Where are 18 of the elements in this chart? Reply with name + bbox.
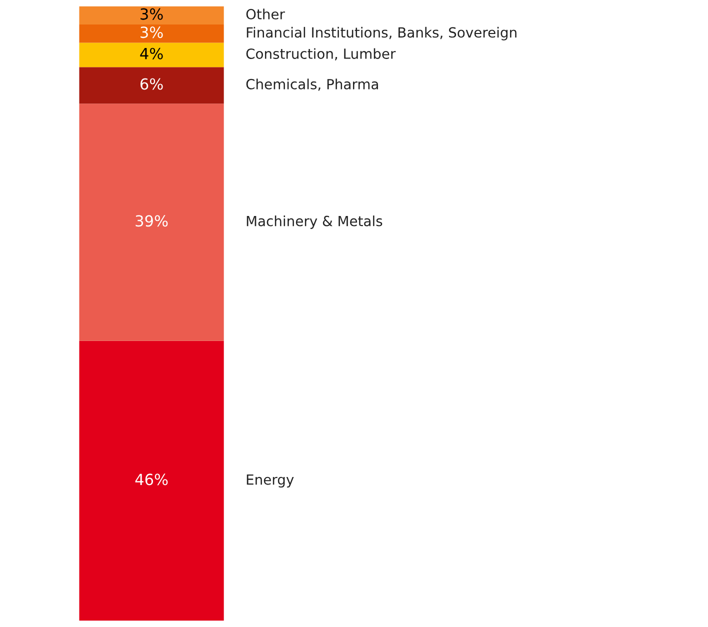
bar <box>79 340 224 621</box>
series-label: Financial Institutions, Banks, Sovereign <box>246 26 516 40</box>
bar <box>79 67 224 104</box>
bar <box>79 6 224 25</box>
bar <box>79 104 224 341</box>
series-label: Construction, Lumber <box>246 48 396 60</box>
series-label: Other <box>246 8 285 20</box>
bar <box>79 24 224 43</box>
series-label: Energy <box>246 474 294 488</box>
data-label: 4% <box>140 48 163 60</box>
data-label: 3% <box>140 26 163 38</box>
series-label: Chemicals, Pharma <box>246 78 378 91</box>
data-label: 46% <box>135 474 168 486</box>
data-label: 39% <box>136 215 168 227</box>
data-label: 3% <box>140 8 163 20</box>
data-label: 6% <box>140 78 163 90</box>
series-label: Machinery & Metals <box>246 216 382 229</box>
bar <box>79 42 224 68</box>
